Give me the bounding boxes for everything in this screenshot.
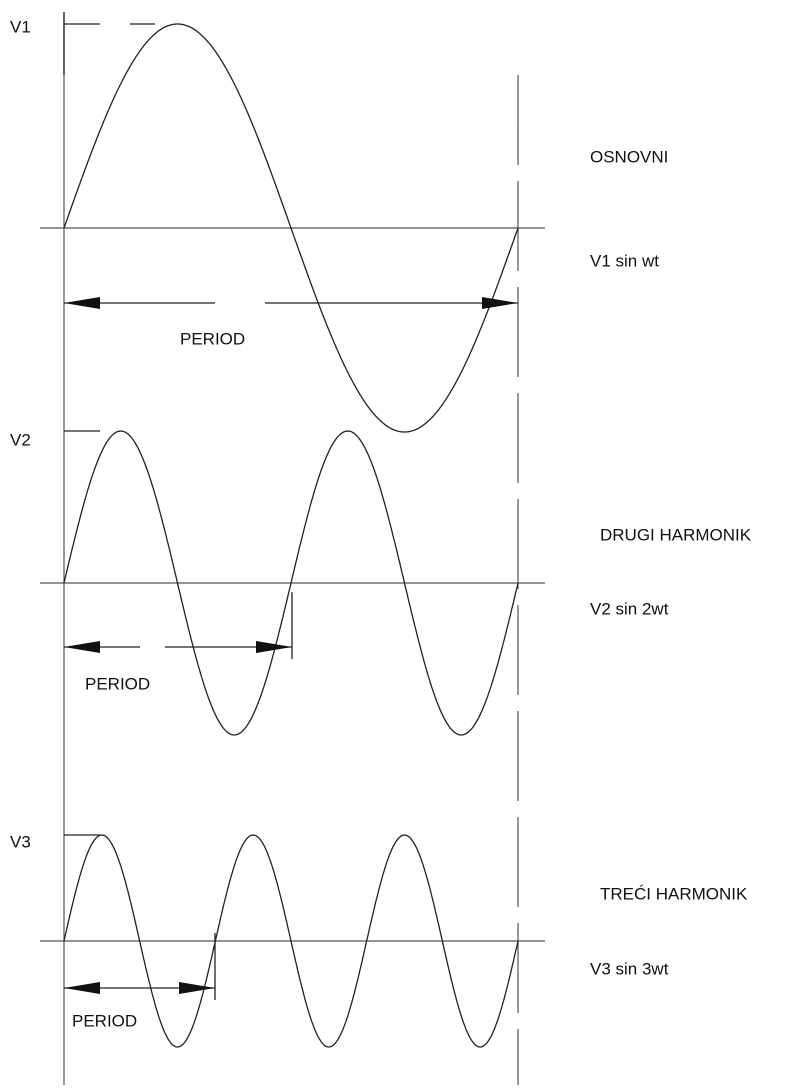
arrow-head bbox=[256, 641, 292, 653]
sine-wave bbox=[63, 430, 519, 736]
sine-wave bbox=[63, 23, 519, 433]
arrow-head bbox=[482, 297, 518, 309]
arrow-head bbox=[64, 641, 100, 653]
sine-wave bbox=[63, 834, 519, 1048]
formula: V3 sin 3wt bbox=[590, 959, 669, 978]
amplitude-label: V1 bbox=[10, 17, 31, 36]
period-label: PERIOD bbox=[180, 329, 245, 348]
arrow-head bbox=[64, 982, 100, 994]
harmonic-name: DRUGI HARMONIK bbox=[600, 525, 752, 544]
arrow-head bbox=[64, 297, 100, 309]
formula: V2 sin 2wt bbox=[590, 599, 669, 618]
amplitude-label: V2 bbox=[10, 430, 31, 449]
panels: V1 OSNOVNI V1 sin wt PERIOD V2 DRUGI HARMONIK… bbox=[10, 12, 752, 1048]
harmonic-name: TREĆI HARMONIK bbox=[600, 884, 748, 903]
period-label: PERIOD bbox=[72, 1011, 137, 1030]
formula: V1 sin wt bbox=[590, 251, 659, 270]
arrow-head bbox=[179, 982, 215, 994]
amplitude-label: V3 bbox=[10, 832, 31, 851]
period-label: PERIOD bbox=[85, 674, 150, 693]
harmonic-name: OSNOVNI bbox=[590, 147, 668, 166]
